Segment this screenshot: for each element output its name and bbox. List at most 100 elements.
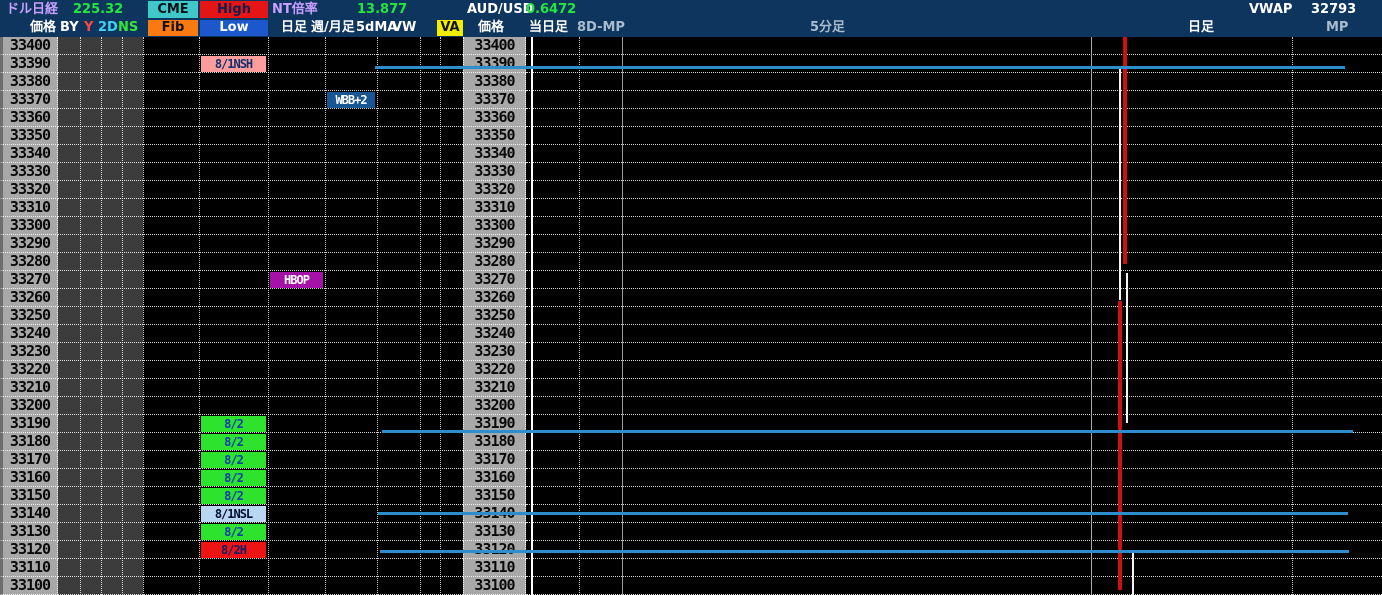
blue-price-line [382,430,1353,433]
level-label: 8/1NSL [201,506,266,522]
price-cell-right: 33210 [463,379,526,397]
price-cell-right: 33380 [463,73,526,91]
grid-row-separator [526,504,1382,505]
grid-row-separator [526,108,1382,109]
price-cell-right: 33200 [463,397,526,415]
col-header-y: Y [84,20,94,35]
vwap-value: 32793 [1311,2,1357,17]
level-label: 8/2 [201,452,266,468]
price-cell-right: 33330 [463,163,526,181]
price-cell-left: 33360 [0,109,58,127]
price-cell-right: 33250 [463,307,526,325]
grid-row-separator [526,270,1382,271]
grid-row-separator [526,342,1382,343]
col-header-today: 当日足 [529,20,569,35]
panel-separator-daily [1091,37,1092,595]
col-header-by: BY [60,20,79,35]
grid-row-separator [58,288,463,289]
flag-columns-panel [58,37,143,595]
grid-row-separator [58,558,463,559]
va-chip[interactable]: VA [437,20,463,36]
panel-separator-8dmp [622,37,623,595]
grid-row-separator [58,270,463,271]
price-cell-left: 33300 [0,217,58,235]
price-cell-right: 33150 [463,487,526,505]
price-cell-left: 33200 [0,397,58,415]
level-label: 8/2H [201,542,266,558]
grid-row-separator [58,414,463,415]
grid-row-separator [526,450,1382,451]
grid-row-separator [58,342,463,343]
price-cell-left: 33160 [0,469,58,487]
high-chip[interactable]: High [200,1,268,18]
price-cell-left: 33190 [0,415,58,433]
col-header-2d: 2D [98,20,118,35]
audusd-label: AUD/USD [467,2,534,17]
price-cell-right: 33280 [463,253,526,271]
price-cell-right: 33170 [463,451,526,469]
grid-row-separator [58,522,463,523]
price-grid: 33400 33400 33390 33390 33380 33380 33370 33370… [0,37,1382,595]
grid-row-separator [526,396,1382,397]
grid-row-separator [526,540,1382,541]
price-cell-left: 33260 [0,289,58,307]
grid-row-separator [526,126,1382,127]
grid-row-separator [526,216,1382,217]
price-cell-left: 33280 [0,253,58,271]
grid-column-separator [325,37,326,595]
grid-row-separator [526,414,1382,415]
grid-row-separator [58,360,463,361]
blue-price-line [375,66,1345,69]
grid-row-separator [58,396,463,397]
price-cell-left: 33100 [0,577,58,595]
grid-row-separator [58,162,463,163]
grid-column-separator [579,37,580,595]
level-label: HBOP [270,272,323,288]
grid-row-separator [58,90,463,91]
audusd-value: 0.6472 [526,2,577,17]
grid-row-separator [58,180,463,181]
col-header-ns: NS [118,20,139,35]
grid-column-separator [101,37,102,595]
level-label: 8/2 [201,470,266,486]
price-cell-left: 33210 [0,379,58,397]
col-header-weekly: 週/月足 [311,20,355,35]
grid-row-separator [526,54,1382,55]
grid-column-separator [420,37,421,595]
price-cell-left: 33240 [0,325,58,343]
price-cell-right: 33240 [463,325,526,343]
grid-row-separator [526,288,1382,289]
grid-row-separator [526,576,1382,577]
level-label: 8/2 [201,488,266,504]
fib-chip[interactable]: Fib [148,20,198,36]
panel-separator-today [531,37,533,595]
price-cell-left: 33230 [0,343,58,361]
low-chip[interactable]: Low [200,20,268,36]
price-cell-left: 33290 [0,235,58,253]
grid-row-separator [526,306,1382,307]
price-cell-left: 33180 [0,433,58,451]
grid-row-separator [58,486,463,487]
price-cell-left: 33150 [0,487,58,505]
grid-row-separator [526,522,1382,523]
price-cell-right: 33190 [463,415,526,433]
grid-row-separator [58,108,463,109]
instrument-value: 225.32 [73,2,124,17]
col-header-8dmp: 8D-MP [577,20,625,35]
grid-row-separator [526,72,1382,73]
daily-bar-segment [1118,301,1122,590]
grid-row-separator [526,144,1382,145]
grid-row-separator [58,324,463,325]
grid-row-separator [58,126,463,127]
level-label: 8/1NSH [201,56,266,72]
cme-chip[interactable]: CME [148,1,198,18]
price-cell-right: 33300 [463,217,526,235]
grid-row-separator [526,378,1382,379]
price-cell-right: 33260 [463,289,526,307]
header-bar: ドル日経 225.32 CME High NT倍率 13.877 AUD/USD… [0,0,1382,37]
price-cell-left: 33310 [0,199,58,217]
price-cell-left: 33130 [0,523,58,541]
grid-column-separator [268,37,269,595]
grid-row-separator [58,576,463,577]
grid-row-separator [58,198,463,199]
